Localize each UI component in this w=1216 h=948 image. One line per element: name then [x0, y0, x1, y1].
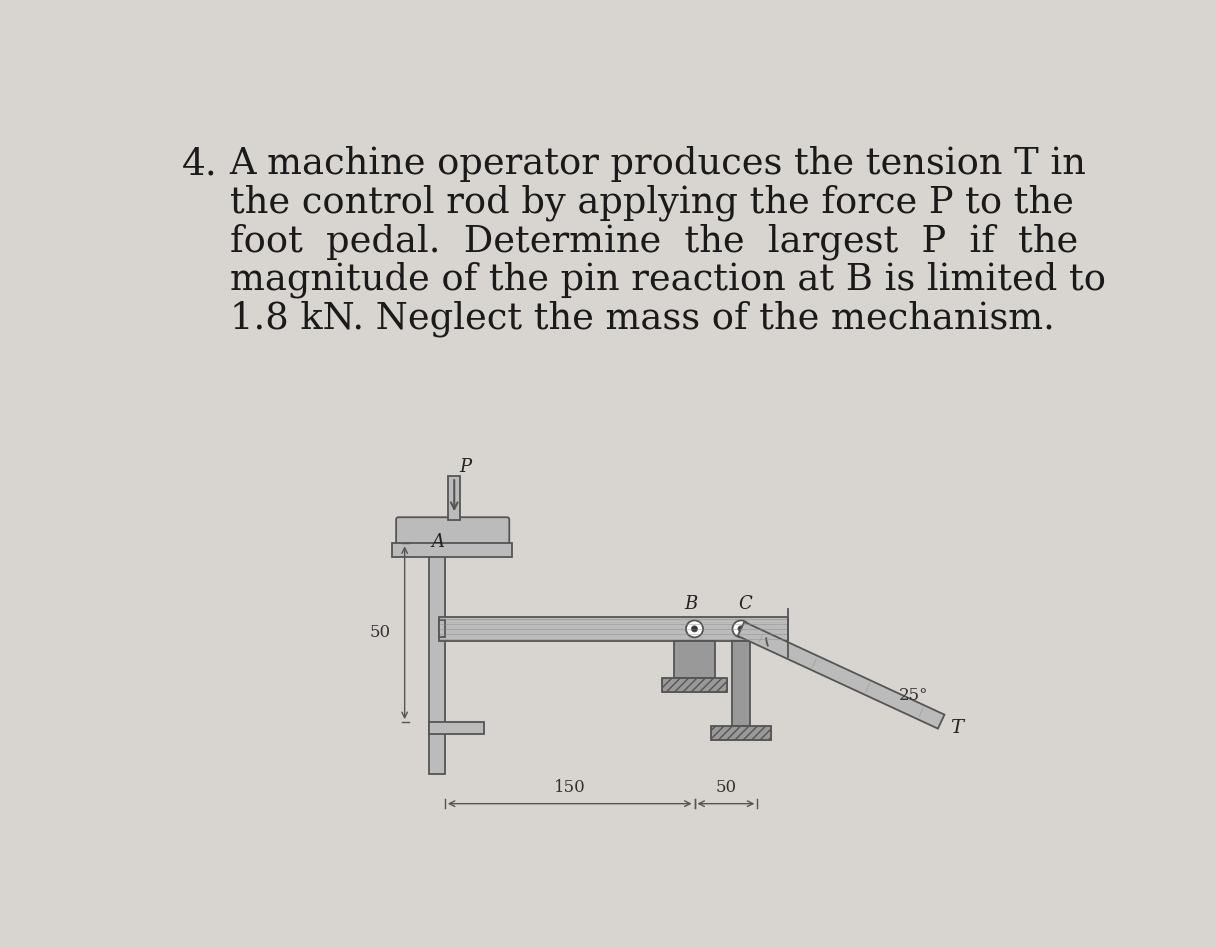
- Bar: [439, 616, 788, 641]
- Circle shape: [692, 626, 698, 632]
- FancyBboxPatch shape: [396, 518, 510, 548]
- Text: 1.8 kN. Neglect the mass of the mechanism.: 1.8 kN. Neglect the mass of the mechanis…: [230, 301, 1054, 337]
- Circle shape: [732, 620, 749, 637]
- Text: 150: 150: [553, 779, 586, 796]
- Bar: [732, 641, 749, 726]
- Text: C: C: [738, 595, 751, 613]
- Text: 50: 50: [370, 624, 390, 641]
- Bar: [429, 722, 484, 735]
- Text: 25°: 25°: [899, 687, 928, 704]
- Circle shape: [738, 626, 744, 632]
- Bar: [662, 678, 727, 692]
- Circle shape: [686, 620, 703, 637]
- Bar: [429, 543, 445, 775]
- Text: the control rod by applying the force P to the: the control rod by applying the force P …: [230, 185, 1074, 221]
- Text: P: P: [458, 458, 471, 476]
- Text: T: T: [951, 720, 963, 738]
- Bar: [439, 620, 445, 637]
- Text: magnitude of the pin reaction at B is limited to: magnitude of the pin reaction at B is li…: [230, 262, 1105, 298]
- Text: A: A: [430, 533, 444, 551]
- Bar: [393, 543, 512, 557]
- Bar: [711, 726, 771, 739]
- Bar: [675, 641, 715, 678]
- Text: A machine operator produces the tension T in: A machine operator produces the tension …: [230, 146, 1086, 182]
- Bar: [447, 476, 461, 520]
- Polygon shape: [738, 622, 945, 729]
- Text: B: B: [683, 595, 697, 613]
- Text: 4.: 4.: [181, 146, 218, 182]
- Text: 50: 50: [715, 779, 737, 796]
- Text: foot  pedal.  Determine  the  largest  P  if  the: foot pedal. Determine the largest P if t…: [230, 223, 1077, 260]
- Bar: [662, 678, 727, 692]
- Bar: [711, 726, 771, 739]
